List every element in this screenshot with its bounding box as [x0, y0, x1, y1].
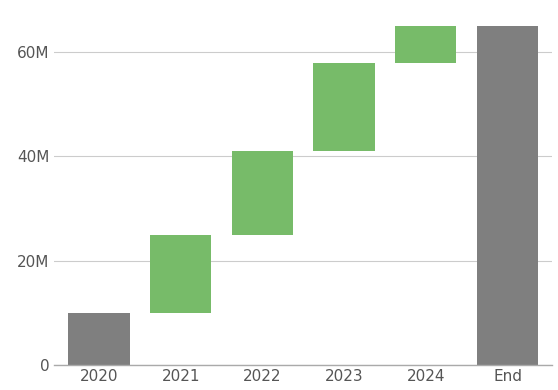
- Bar: [232, 151, 293, 234]
- Bar: [395, 27, 456, 63]
- Bar: [314, 63, 375, 151]
- Bar: [150, 234, 211, 312]
- Bar: [69, 312, 129, 365]
- Bar: [477, 27, 538, 365]
